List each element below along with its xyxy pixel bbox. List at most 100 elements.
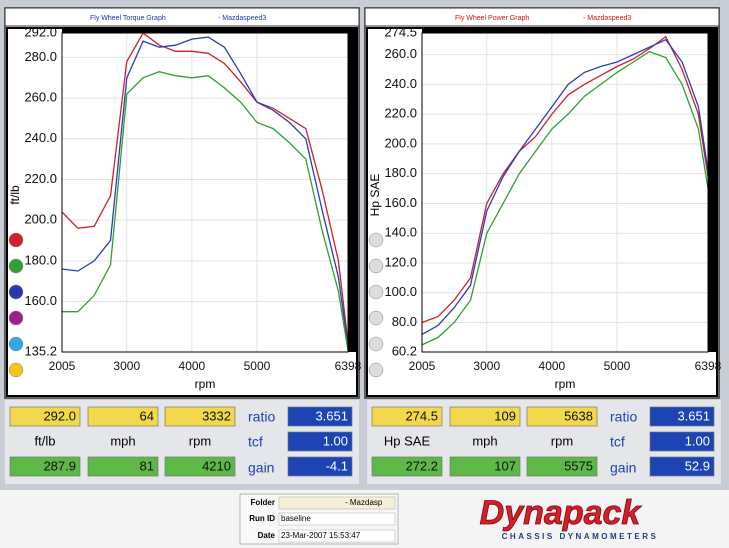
ratio-value: 3.651 (315, 408, 348, 423)
y-tick-label: 240.0 (24, 130, 57, 145)
series-line (421, 50, 709, 346)
gain-value-box (649, 456, 715, 477)
x-tick-label: 4000 (539, 359, 566, 373)
current-value-box (371, 456, 443, 477)
current-value-box (87, 456, 159, 477)
y-axis-label: ft/lb (8, 185, 22, 205)
y-tick-label: 80.0 (392, 314, 417, 329)
x-axis-label: rpm (555, 377, 576, 391)
current-value-box (449, 456, 521, 477)
peak-value-box (9, 406, 81, 427)
peak-value: 292.0 (43, 408, 76, 423)
gain-value: -4.1 (326, 458, 348, 473)
y-tick-label: 180.0 (24, 252, 57, 267)
series-line (62, 71, 349, 351)
legend-button (8, 232, 24, 248)
peak-value: 64 (140, 408, 154, 423)
y-tick-label: 160.0 (384, 195, 417, 210)
y-tick-label: 274.5 (384, 24, 417, 39)
current-value: 287.9 (43, 458, 76, 473)
peak-value: 3332 (202, 408, 231, 423)
peak-value: 274.5 (405, 408, 438, 423)
legend-button (8, 362, 24, 378)
current-value: 5575 (564, 458, 593, 473)
date-value: 23-Mar-2007 15:53:47 (281, 531, 361, 540)
x-tick-label: 6398 (335, 359, 362, 373)
unit-label: rpm (551, 433, 573, 448)
legend-button (368, 258, 384, 274)
legend-button (8, 258, 24, 274)
peak-value-box (371, 406, 443, 427)
ratio-value-box (649, 406, 715, 427)
peak-value: 5638 (564, 408, 593, 423)
x-axis-label: rpm (195, 377, 216, 391)
y-axis-label: Hp SAE (368, 174, 382, 217)
x-tick-label: 3000 (113, 359, 140, 373)
legend-button (368, 362, 384, 378)
y-tick-label: 292.0 (24, 24, 57, 39)
chart-title: Fly Wheel Power Graph (455, 15, 529, 22)
y-tick-label: 280.0 (24, 49, 57, 64)
tcf-value-box (287, 431, 353, 452)
y-tick-label: 240.0 (384, 76, 417, 91)
chart-vehicle: - Mazdaspeed3 (583, 15, 631, 22)
series-line (61, 32, 349, 343)
date-label: Date (258, 531, 276, 540)
legend-button (8, 284, 24, 300)
tcf-label: tcf (610, 434, 625, 450)
y-tick-label: 60.2 (392, 343, 417, 358)
peak-value: 109 (494, 408, 516, 423)
legend-button (8, 310, 24, 326)
peak-value-box (449, 406, 521, 427)
current-value: 4210 (202, 458, 231, 473)
chart-title: Fly Wheel Torque Graph (90, 15, 166, 22)
folder-value: - Mazdasp (345, 498, 383, 507)
current-value: 81 (140, 458, 154, 473)
legend-button (368, 284, 384, 300)
y-tick-label: 135.2 (24, 343, 57, 358)
tagline: CHASSIS DYNAMOMETERS (502, 532, 659, 541)
peak-value-box (526, 406, 598, 427)
left-panel (368, 29, 422, 395)
date-field (278, 529, 396, 543)
unit-label: mph (110, 433, 135, 448)
plot-border (61, 32, 349, 353)
current-value: 107 (494, 458, 516, 473)
x-tick-label: 5000 (604, 359, 631, 373)
plot-border (421, 32, 709, 353)
legend-button (8, 336, 24, 352)
logo: Dynapack (480, 494, 643, 532)
y-tick-label: 220.0 (384, 106, 417, 121)
legend-button (368, 310, 384, 326)
peak-value-box (164, 406, 236, 427)
current-value-box (164, 456, 236, 477)
series-line (421, 38, 709, 335)
gain-label: gain (248, 460, 274, 476)
tcf-value: 1.00 (323, 433, 348, 448)
left-panel (8, 29, 62, 395)
ratio-value-box (287, 406, 353, 427)
x-tick-label: 2005 (409, 359, 436, 373)
legend-button (368, 336, 384, 352)
run-value: baseline (281, 514, 311, 523)
gain-value-box (287, 456, 353, 477)
y-tick-label: 260.0 (384, 46, 417, 61)
tcf-value-box (649, 431, 715, 452)
current-value: 272.2 (405, 458, 438, 473)
x-tick-label: 2005 (49, 359, 76, 373)
tcf-label: tcf (248, 434, 263, 450)
chart-vehicle: - Mazdaspeed3 (218, 15, 266, 22)
bottom-panel (368, 352, 716, 395)
unit-label: ft/lb (35, 433, 56, 448)
unit-label: Hp SAE (384, 433, 431, 448)
y-tick-label: 140.0 (384, 225, 417, 240)
folder-field (278, 496, 396, 510)
ratio-label: ratio (610, 409, 637, 425)
unit-label: rpm (189, 433, 211, 448)
x-tick-label: 4000 (179, 359, 206, 373)
current-value-box (526, 456, 598, 477)
ratio-value: 3.651 (677, 408, 710, 423)
run-label: Run ID (249, 514, 275, 523)
series-line (61, 36, 349, 347)
